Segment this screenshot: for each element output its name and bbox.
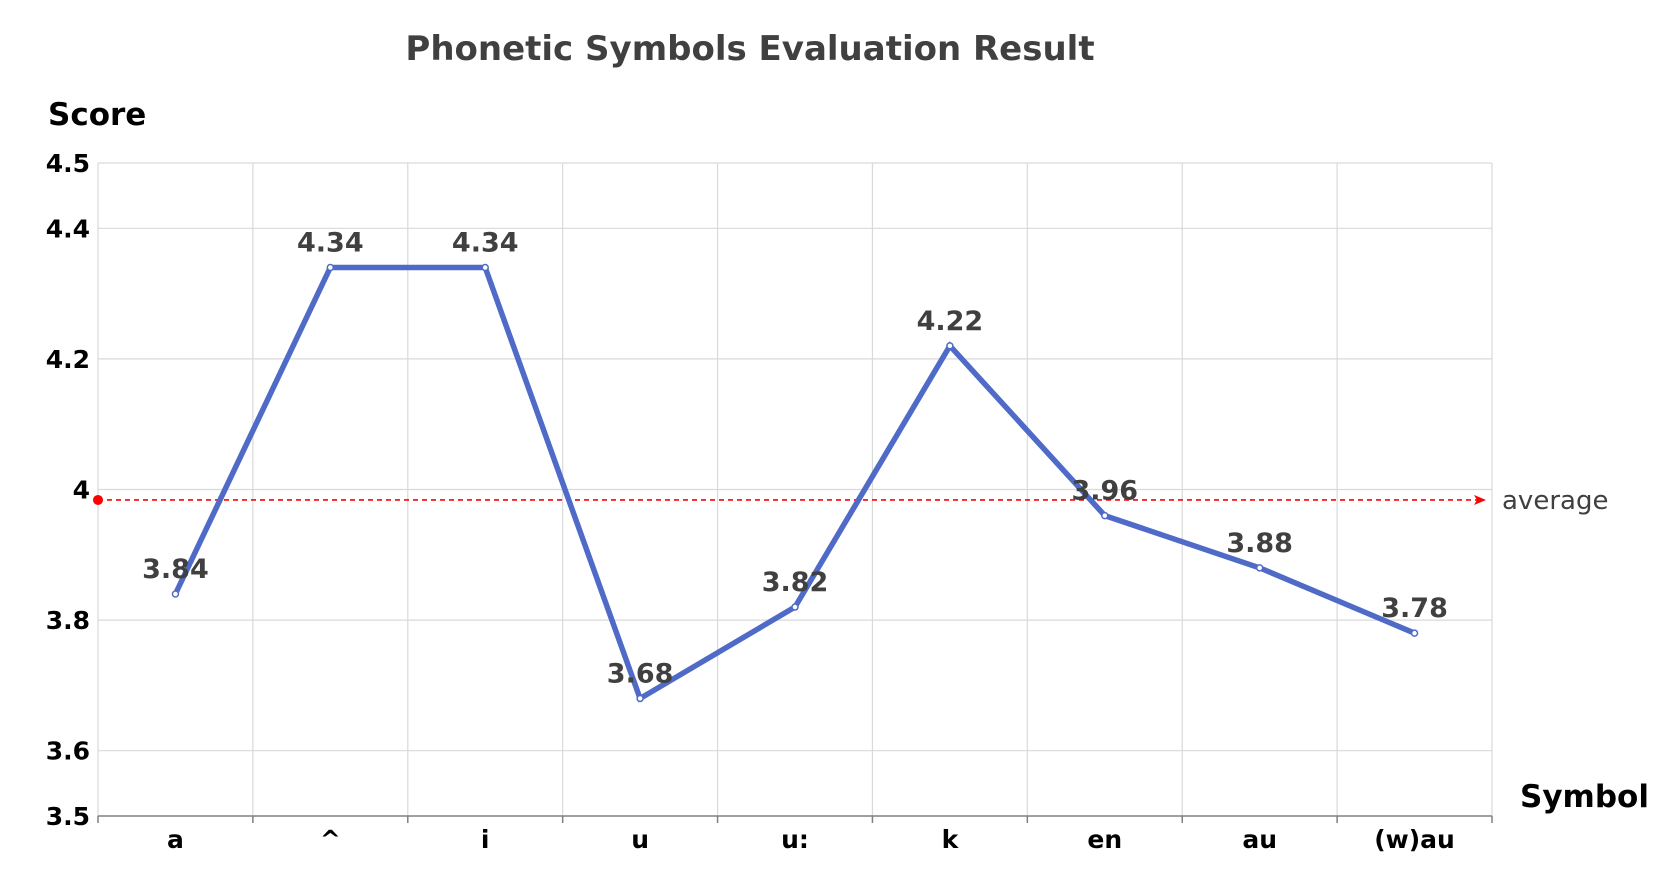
gridlines xyxy=(97,162,1493,816)
data-label: 4.34 xyxy=(297,227,364,258)
data-point xyxy=(171,590,180,598)
data-label: 3.88 xyxy=(1226,528,1293,559)
average-start-dot xyxy=(93,494,103,505)
average-line-group: average xyxy=(93,486,1608,516)
data-label: 3.78 xyxy=(1381,593,1448,624)
x-tick-label: i xyxy=(481,825,490,854)
data-point xyxy=(791,603,799,611)
y-axis-title: Score xyxy=(48,97,146,133)
average-label: average xyxy=(1502,486,1608,516)
y-tick-label: 3.5 xyxy=(46,802,90,831)
x-tick-label: k xyxy=(942,825,960,854)
x-tick-label: (w)au xyxy=(1374,825,1455,854)
chart-title: Phonetic Symbols Evaluation Result xyxy=(405,29,1094,69)
x-tick-label: en xyxy=(1087,825,1122,854)
y-tick-label: 4 xyxy=(73,476,90,505)
x-axis-title: Symbol xyxy=(1520,779,1649,815)
y-tick-label: 3.6 xyxy=(46,737,90,766)
data-point xyxy=(636,694,644,703)
y-tick-label: 4.5 xyxy=(46,149,90,178)
data-point xyxy=(481,263,489,272)
x-tick-label: au xyxy=(1242,825,1277,854)
x-tick-label: a xyxy=(167,825,184,854)
data-label: 3.84 xyxy=(142,554,209,585)
data-point xyxy=(946,342,954,350)
x-tick-labels: a ^ i u u: k en au (w)au xyxy=(167,825,1455,854)
x-tick-label: u: xyxy=(781,825,809,854)
axes xyxy=(97,815,1493,823)
x-tick-label: u xyxy=(631,825,649,854)
y-tick-label: 4.4 xyxy=(46,214,90,243)
y-tick-label: 4.2 xyxy=(46,345,90,374)
data-point xyxy=(1101,511,1109,520)
data-label: 4.22 xyxy=(917,306,984,337)
data-label: 3.82 xyxy=(762,567,829,598)
x-tick-label: ^ xyxy=(320,825,341,854)
data-point xyxy=(1410,629,1419,637)
series-line xyxy=(172,264,1416,703)
data-labels: 3.84 4.34 4.34 3.68 3.82 4.22 3.96 3.88 3.78 xyxy=(142,227,1448,689)
y-tick-label: 3.8 xyxy=(46,606,90,635)
data-point xyxy=(1255,564,1264,572)
data-label: 4.34 xyxy=(452,227,519,258)
y-tick-labels: 3.5 3.6 3.8 4 4.2 4.4 4.5 xyxy=(46,149,90,831)
data-label: 3.96 xyxy=(1071,476,1138,507)
data-label: 3.68 xyxy=(607,658,674,689)
data-point xyxy=(326,263,335,272)
series-group xyxy=(171,263,1419,703)
